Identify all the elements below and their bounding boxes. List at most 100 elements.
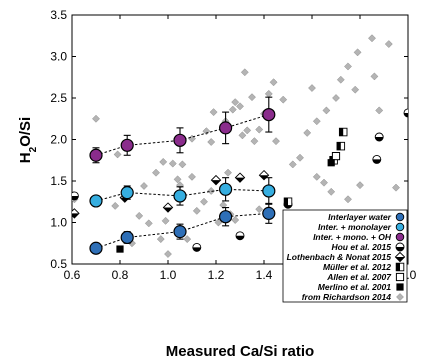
legend-marker [395, 232, 405, 242]
point-from-richardson-2014 [144, 219, 153, 228]
point-from-richardson-2014 [231, 98, 240, 107]
point-inter-mono-oh [262, 107, 276, 122]
point-from-richardson-2014 [209, 108, 218, 117]
legend-item-from-richardson-2014: from Richardson 2014 [302, 292, 404, 302]
point-from-richardson-2014 [332, 94, 340, 102]
legend-marker [394, 251, 406, 263]
point-from-richardson-2014 [296, 153, 304, 162]
point-from-richardson-2014 [351, 85, 360, 94]
legend-label: Müller et al. 2012 [323, 262, 391, 272]
point-from-richardson-2014 [353, 48, 362, 57]
point-from-richardson-2014 [152, 168, 160, 177]
legend-label: Allen et al. 2007 [326, 272, 392, 282]
y-tick-label: 2.5 [50, 91, 67, 105]
point-from-richardson-2014 [312, 172, 321, 181]
point-from-richardson-2014 [113, 150, 122, 159]
point-allen-et-al-2007 [331, 152, 341, 161]
legend-item-m-ller-et-al-2012: Müller et al. 2012 [323, 262, 405, 272]
point-from-richardson-2014 [264, 89, 273, 98]
point-from-richardson-2014 [200, 197, 208, 206]
point-hou-et-al-2015 [372, 154, 382, 164]
point-from-richardson-2014 [238, 131, 247, 140]
point-from-richardson-2014 [255, 205, 264, 214]
x-tick-label: 1.2 [208, 268, 225, 282]
point-from-richardson-2014 [248, 93, 256, 102]
point-inter-mono-oh [173, 133, 187, 147]
y-tick-label: 0.5 [50, 257, 67, 271]
point-from-richardson-2014 [231, 216, 240, 224]
point-interlayer-water [173, 225, 187, 239]
point-from-richardson-2014 [250, 137, 259, 146]
point-from-richardson-2014 [368, 34, 376, 43]
legend-label: Inter. + mono. + OH [313, 232, 392, 242]
point-inter-monolayer [262, 184, 276, 198]
legend-item-allen-et-al-2007: Allen et al. 2007 [326, 272, 405, 282]
legend-label: Lothenbach & Nonat 2015 [287, 252, 392, 262]
point-from-richardson-2014 [320, 178, 328, 187]
point-from-richardson-2014 [140, 182, 148, 190]
point-from-richardson-2014 [255, 125, 264, 134]
point-from-richardson-2014 [219, 201, 228, 210]
point-from-richardson-2014 [370, 72, 379, 81]
x-tick-label: 0.8 [112, 268, 129, 282]
point-from-richardson-2014 [224, 168, 232, 177]
point-from-richardson-2014 [272, 137, 280, 146]
point-from-richardson-2014 [288, 160, 297, 169]
point-from-richardson-2014 [322, 106, 331, 115]
point-from-richardson-2014 [159, 157, 168, 166]
point-from-richardson-2014 [356, 181, 364, 190]
series-line-inter-monolayer [95, 188, 269, 202]
point-merlino-et-al-2001 [116, 245, 124, 253]
legend-label: from Richardson 2014 [302, 292, 392, 302]
x-tick-label: 1.0 [160, 268, 177, 282]
y-tick-label: 1.0 [50, 216, 67, 230]
point-hou-et-al-2015 [72, 191, 79, 201]
y-axis-label: H2O/Si [17, 117, 39, 163]
point-interlayer-water [120, 230, 134, 245]
point-merlino-et-al-2001 [327, 159, 335, 167]
point-hou-et-al-2015 [403, 108, 408, 118]
point-from-richardson-2014 [269, 78, 278, 87]
point-inter-mono-oh [120, 138, 134, 152]
point-from-richardson-2014 [243, 126, 252, 135]
main-series [89, 96, 276, 255]
legend-marker [396, 293, 404, 301]
legend-item-hou-et-al-2015: Hou et al. 2015 [331, 242, 405, 252]
point-from-richardson-2014 [207, 138, 216, 146]
point-inter-mono-oh [89, 148, 103, 162]
point-from-richardson-2014 [135, 211, 144, 220]
point-from-richardson-2014 [92, 114, 100, 123]
point-from-richardson-2014 [183, 235, 192, 244]
point-from-richardson-2014 [202, 127, 211, 136]
y-tick-label: 3.5 [50, 8, 67, 22]
point-from-richardson-2014 [178, 160, 187, 169]
point-from-richardson-2014 [384, 40, 393, 49]
legend-label: Inter. + monolayer [318, 222, 392, 232]
point-from-richardson-2014 [207, 187, 216, 195]
point-from-richardson-2014 [308, 84, 316, 92]
point-inter-monolayer [219, 182, 233, 196]
legend-label: Interlayer water [328, 212, 392, 222]
legend-item-merlino-et-al-2001: Merlino et al. 2001 [318, 282, 404, 292]
point-lothenbach-nonat-2015 [234, 172, 246, 183]
point-from-richardson-2014 [173, 175, 182, 184]
point-from-richardson-2014 [192, 206, 201, 215]
point-interlayer-water [89, 241, 103, 255]
y-axis: 0.5 1.0 1.5 2.0 2.5 3.0 3.5 [50, 8, 408, 271]
point-from-richardson-2014 [214, 218, 223, 227]
point-from-richardson-2014 [336, 75, 345, 84]
legend-marker [395, 262, 405, 272]
point-from-richardson-2014 [327, 187, 336, 196]
point-from-richardson-2014 [240, 68, 249, 77]
y-tick-label: 2.0 [50, 133, 67, 147]
point-lothenbach-nonat-2015 [210, 174, 222, 186]
point-from-richardson-2014 [164, 250, 172, 258]
x-tick-label: 1.4 [256, 268, 273, 282]
point-hou-et-al-2015 [235, 231, 245, 241]
point-inter-monolayer [173, 189, 187, 203]
point-m-ller-et-al-2012 [338, 127, 348, 137]
point-m-ller-et-al-2012 [336, 141, 346, 151]
legend-marker [395, 212, 405, 222]
point-from-richardson-2014 [344, 62, 352, 71]
x-axis-label: Measured Ca/Si ratio [166, 343, 314, 360]
